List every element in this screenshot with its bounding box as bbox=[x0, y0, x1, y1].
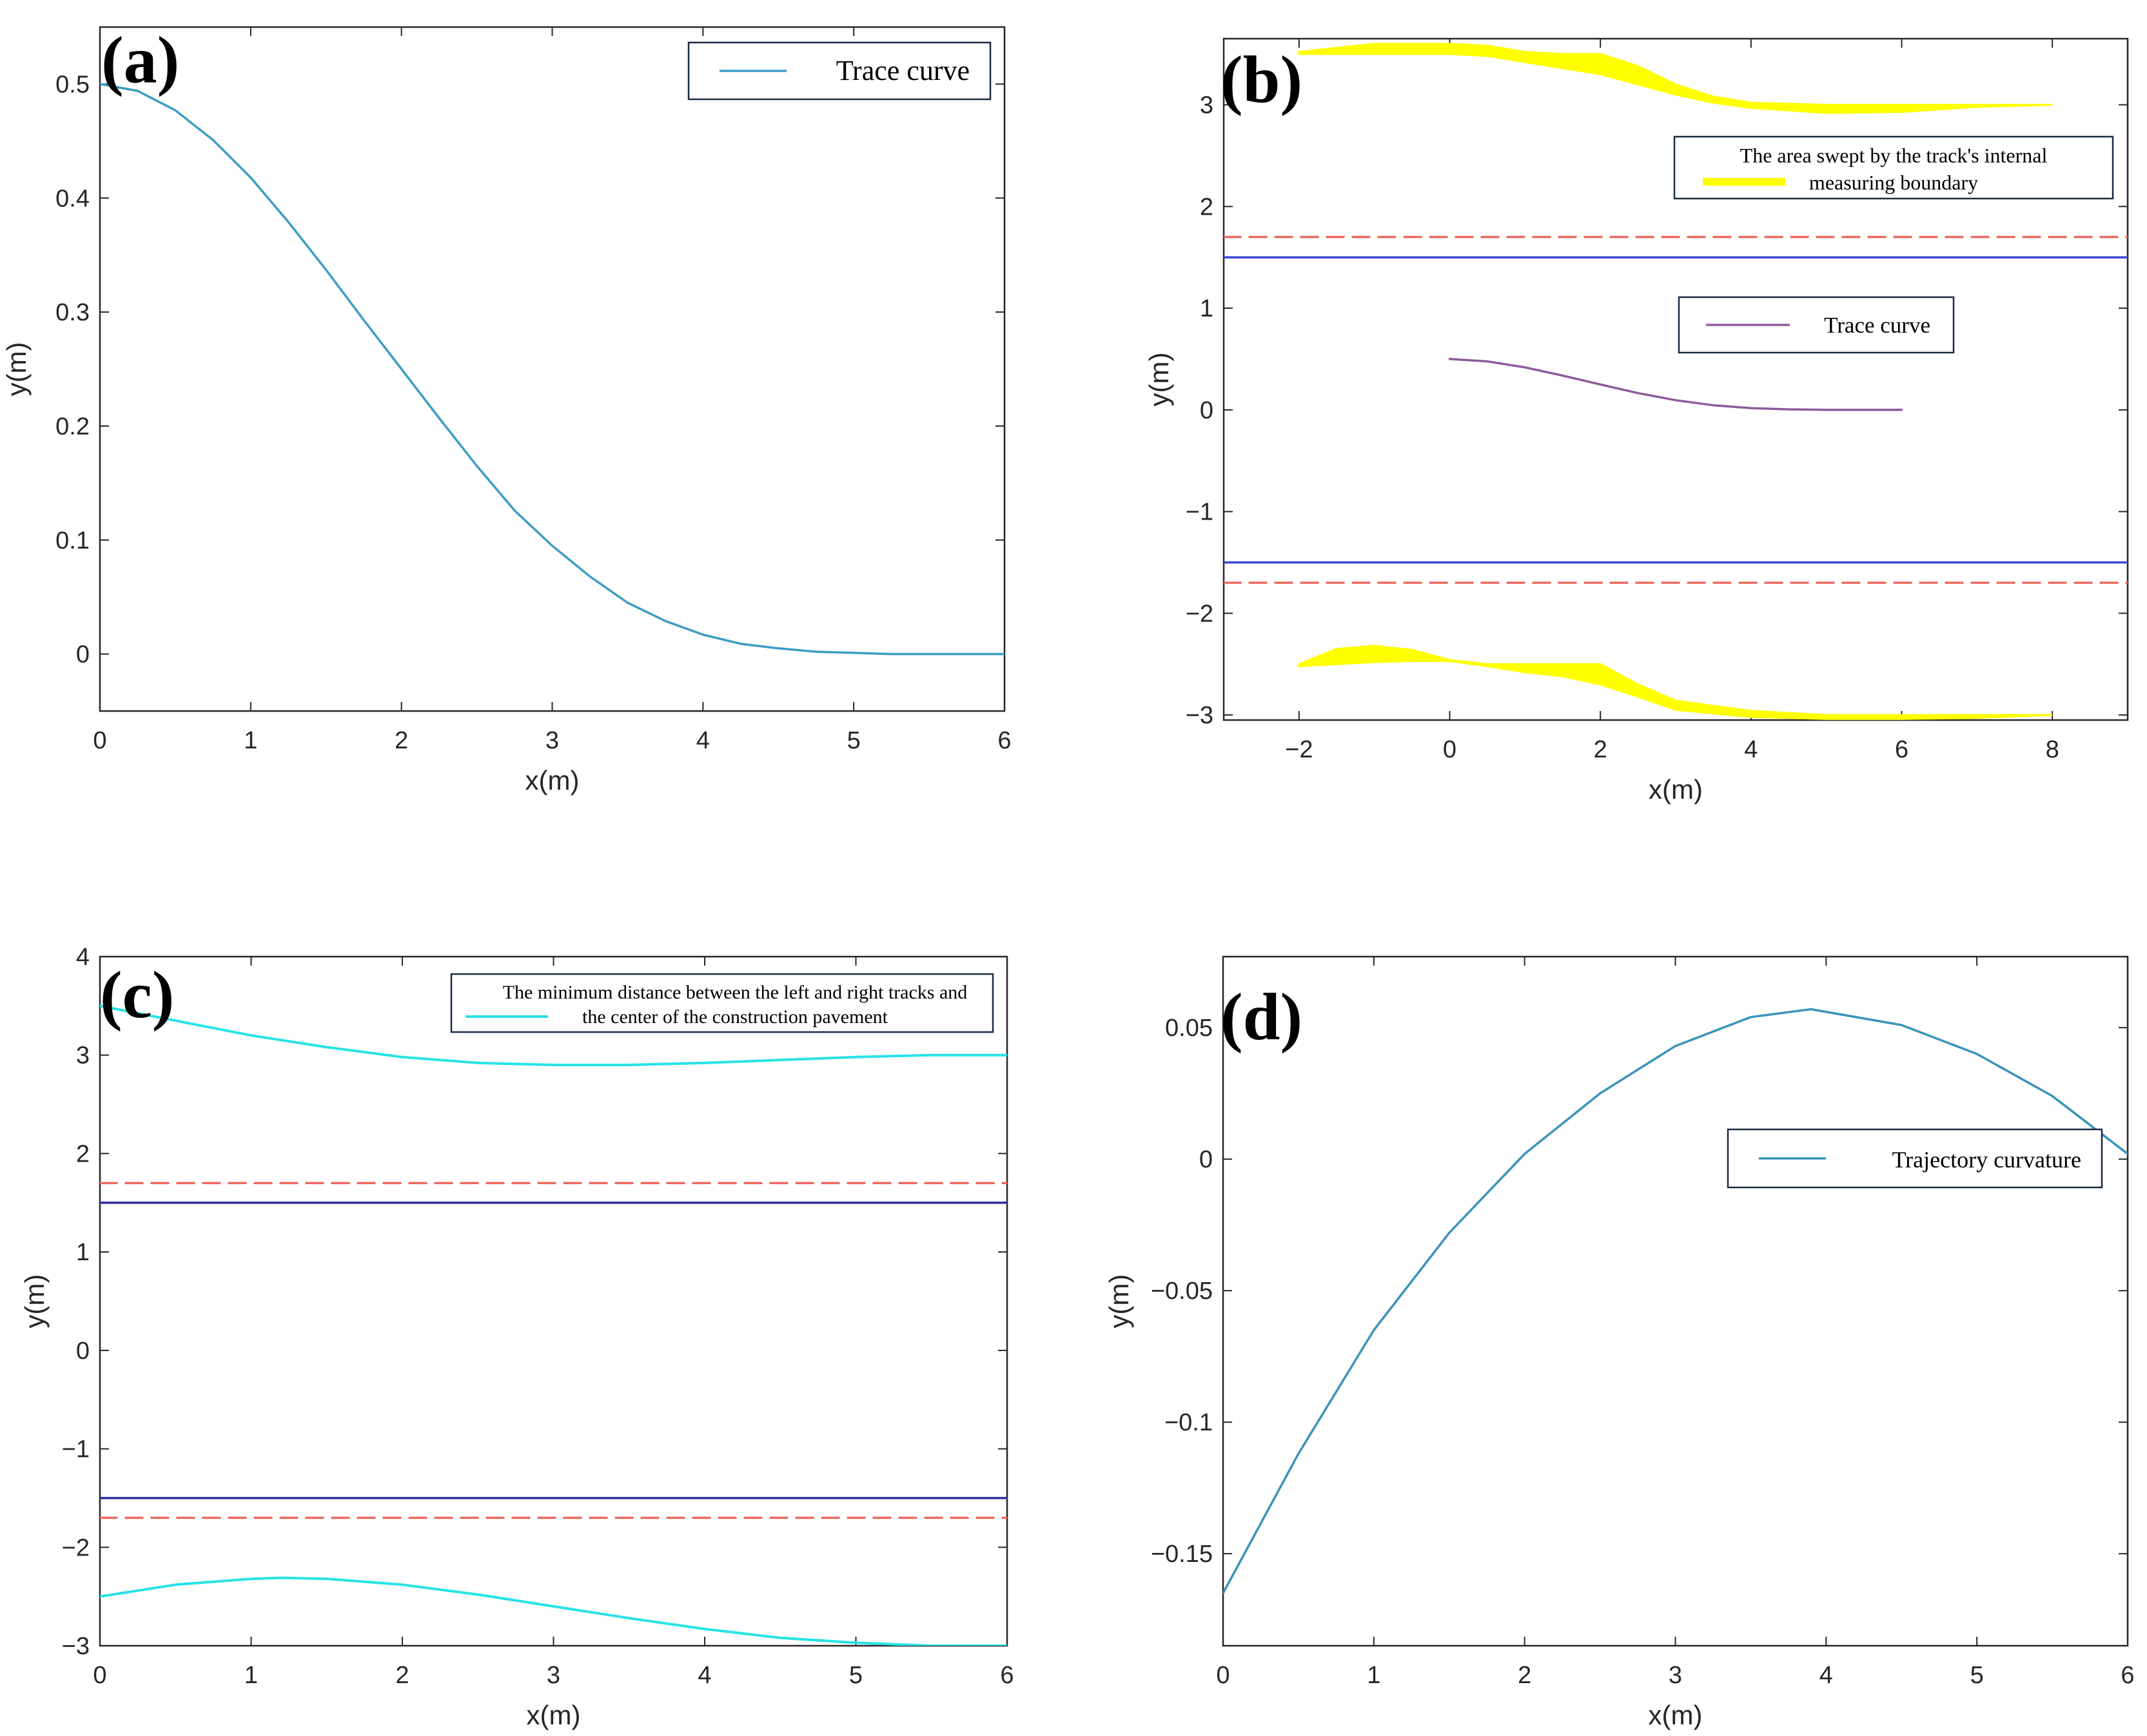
y-tick-label: −1 bbox=[62, 1436, 90, 1463]
x-tick-label: 8 bbox=[2046, 736, 2059, 763]
chart-panel-b: −2 0 2 4 6 8 −3 −2 −1 0 1 2 3 x(m) y(m) (b) The area swe… bbox=[1144, 37, 2129, 805]
x-tick-label: 0 bbox=[1216, 1662, 1230, 1689]
plot-area bbox=[1224, 43, 2128, 720]
legend-label: Trace curve bbox=[1824, 313, 1930, 338]
x-axis-label: x(m) bbox=[525, 765, 580, 795]
y-tick-label: 2 bbox=[76, 1140, 90, 1167]
x-tick-label: 6 bbox=[1895, 736, 1908, 763]
x-tick-label: 2 bbox=[395, 727, 408, 754]
x-axis-label: x(m) bbox=[527, 1700, 581, 1730]
series-line-min-distance-lower bbox=[100, 1576, 1007, 1646]
x-tick-label: 5 bbox=[1970, 1662, 1984, 1689]
y-tick-label: 0.4 bbox=[55, 185, 90, 212]
legend: The area swept by the track's internal me… bbox=[1673, 135, 2114, 200]
y-tick-label: 0.5 bbox=[55, 71, 90, 98]
x-tick-label: 6 bbox=[2121, 1662, 2134, 1689]
x-tick-label: 5 bbox=[849, 1662, 863, 1689]
x-tick-label: 2 bbox=[1594, 736, 1607, 763]
y-tick-label: 0 bbox=[1200, 397, 1213, 424]
legend-box bbox=[450, 973, 994, 1033]
y-tick-label: 0.05 bbox=[1165, 1015, 1213, 1042]
legend-label-line1: The minimum distance between the left an… bbox=[503, 982, 968, 1003]
legend: Trace curve bbox=[687, 41, 992, 101]
x-tick-label: 4 bbox=[698, 1662, 711, 1689]
plot-area bbox=[100, 1004, 1007, 1646]
legend-label-line2: measuring boundary bbox=[1809, 171, 1978, 194]
series-line-trace-curve bbox=[1448, 358, 1903, 411]
legend-label-line1: The area swept by the track's internal bbox=[1740, 144, 2048, 167]
y-tick-label: −2 bbox=[62, 1534, 90, 1561]
chart-panel-c: 0 1 2 3 4 5 6 −3 −2 −1 0 1 2 3 4 x(m) y(m) (c) The minimum… bbox=[19, 944, 1014, 1730]
axes-frame bbox=[1222, 955, 2129, 1647]
y-tick-label: −2 bbox=[1186, 600, 1213, 627]
y-axis-label: y(m) bbox=[19, 1274, 50, 1329]
swept-area-band bbox=[1298, 645, 2053, 720]
chart-panel-a: 0 1 2 3 4 5 6 0 0.1 0.2 0.3 0.4 0.5 x(m) y(m) (a) Trace … bbox=[1, 23, 1012, 795]
series-line-trajectory-curvature bbox=[1223, 1008, 2128, 1595]
y-tick-label: 0 bbox=[76, 641, 90, 668]
y-tick-label: −0.05 bbox=[1151, 1278, 1213, 1305]
plot-area bbox=[100, 83, 1005, 656]
panel-label: (d) bbox=[1221, 980, 1302, 1054]
legend: Trajectory curvature bbox=[1727, 1128, 2103, 1189]
y-tick-label: 1 bbox=[1200, 295, 1213, 322]
x-tick-label: 3 bbox=[1669, 1662, 1682, 1689]
y-tick-label: 2 bbox=[1200, 193, 1213, 220]
legend-label: Trajectory curvature bbox=[1892, 1147, 2081, 1173]
x-tick-label: 6 bbox=[1000, 1662, 1014, 1689]
panel-label: (c) bbox=[100, 958, 174, 1032]
x-tick-label: 1 bbox=[244, 1662, 258, 1689]
x-tick-label: 0 bbox=[93, 1662, 106, 1689]
y-tick-label: 0.3 bbox=[55, 299, 90, 326]
axes-frame bbox=[99, 955, 1008, 1647]
legend: The minimum distance between the left an… bbox=[450, 973, 994, 1033]
x-tick-label: 4 bbox=[1819, 1662, 1833, 1689]
y-tick-label: 3 bbox=[1200, 92, 1213, 119]
panel-label: (a) bbox=[101, 23, 179, 97]
y-tick-label: 1 bbox=[76, 1239, 90, 1266]
x-tick-label: 4 bbox=[1744, 736, 1758, 763]
y-tick-label: 0.2 bbox=[55, 413, 90, 440]
x-tick-label: 1 bbox=[244, 727, 257, 754]
x-tick-label: 6 bbox=[997, 727, 1011, 754]
y-tick-label: −3 bbox=[62, 1633, 90, 1660]
x-tick-label: 3 bbox=[547, 1662, 560, 1689]
y-tick-label: −1 bbox=[1186, 499, 1213, 526]
legend-trace: Trace curve bbox=[1678, 296, 1955, 354]
y-tick-label: 0 bbox=[76, 1338, 90, 1365]
y-axis-label: y(m) bbox=[1144, 353, 1174, 407]
x-tick-label: 0 bbox=[1443, 736, 1456, 763]
chart-panel-d: 0 1 2 3 4 5 6 −0.15 −0.1 −0.05 0 0.05 x(m) y(m) (d) Tra… bbox=[1104, 955, 2135, 1730]
x-tick-label: 2 bbox=[395, 1662, 409, 1689]
axes-frame bbox=[99, 26, 1006, 712]
legend-label-line2: the center of the construction pavement bbox=[582, 1006, 888, 1028]
swept-area-band bbox=[1298, 43, 2053, 114]
y-tick-label: 0.1 bbox=[55, 527, 90, 554]
y-tick-label: 4 bbox=[76, 944, 90, 971]
x-tick-label: −2 bbox=[1285, 736, 1313, 763]
x-tick-label: 3 bbox=[545, 727, 559, 754]
x-tick-label: 2 bbox=[1518, 1662, 1531, 1689]
y-tick-label: 3 bbox=[76, 1042, 90, 1069]
x-tick-label: 4 bbox=[696, 727, 710, 754]
legend-label: Trace curve bbox=[836, 55, 970, 86]
y-axis-label: y(m) bbox=[1, 342, 32, 396]
x-tick-label: 1 bbox=[1367, 1662, 1380, 1689]
y-axis-label: y(m) bbox=[1104, 1274, 1134, 1329]
y-tick-label: −0.1 bbox=[1164, 1409, 1213, 1436]
panel-label: (b) bbox=[1221, 43, 1302, 117]
x-tick-label: 5 bbox=[847, 727, 861, 754]
series-line-trace-curve bbox=[100, 83, 1005, 656]
x-axis-label: x(m) bbox=[1649, 774, 1703, 805]
legend-box bbox=[1673, 135, 2114, 200]
y-tick-label: −3 bbox=[1186, 702, 1213, 729]
x-axis-label: x(m) bbox=[1649, 1700, 1703, 1730]
plot-area bbox=[1223, 1008, 2128, 1595]
x-tick-label: 0 bbox=[93, 727, 106, 754]
series-line-min-distance-upper bbox=[100, 1004, 1007, 1066]
y-tick-label: 0 bbox=[1199, 1146, 1213, 1173]
y-tick-label: −0.15 bbox=[1151, 1541, 1213, 1568]
